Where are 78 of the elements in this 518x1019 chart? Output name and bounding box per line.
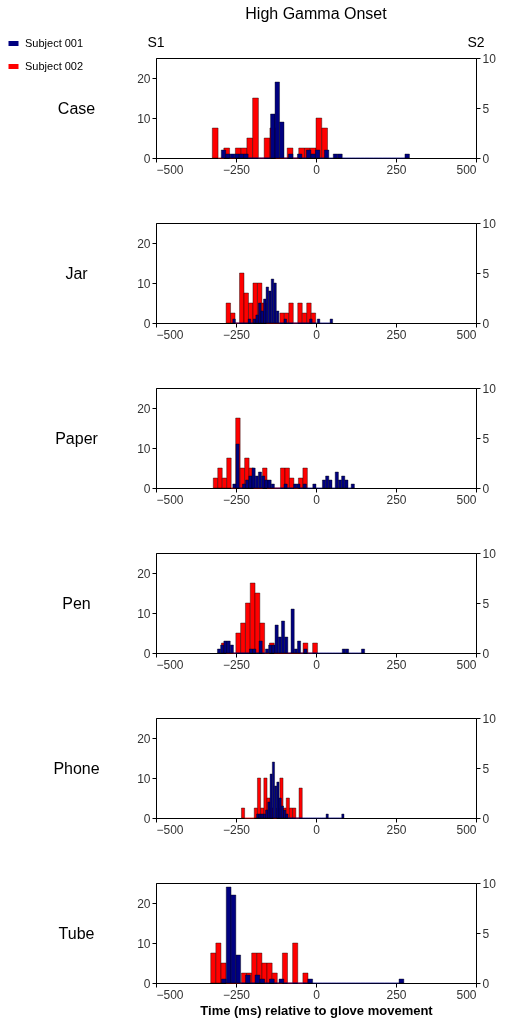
legend-label: Subject 002 — [25, 59, 84, 72]
x-tick-label: −250 — [222, 987, 251, 1002]
x-tick-label: 500 — [456, 327, 477, 342]
y2-tick-label: 5 — [482, 596, 490, 611]
x-tick-label: −500 — [156, 657, 184, 672]
y-axis-title: Case — [57, 99, 96, 117]
x-tick-label: −500 — [156, 987, 184, 1002]
text: S2 — [467, 34, 485, 50]
y2-tick-label: 5 — [482, 101, 490, 116]
y-tick-label: 10 — [137, 771, 151, 786]
y2-tick-label: 10 — [482, 51, 497, 66]
y-tick-label: 0 — [143, 151, 151, 166]
y-tick-label: 10 — [137, 276, 151, 291]
x-tick-label: −250 — [222, 822, 251, 837]
x-tick-label: 250 — [386, 327, 407, 342]
x-tick-label: −500 — [156, 492, 184, 507]
legend-label: Subject 001 — [25, 36, 84, 49]
x-tick-label: −250 — [222, 492, 251, 507]
y-axis-title: Paper — [55, 429, 99, 447]
x-tick-label: 500 — [456, 162, 477, 177]
y2-tick-label: 10 — [482, 216, 497, 231]
x-tick-label: 500 — [456, 492, 477, 507]
y2-tick-label: 10 — [482, 876, 497, 891]
x-tick-label: 0 — [313, 657, 321, 672]
x-tick-label: −250 — [222, 657, 251, 672]
y-axis-title: Jar — [65, 264, 89, 282]
y2-tick-label: 0 — [482, 976, 490, 991]
y2-tick-label: 0 — [482, 316, 490, 331]
y-tick-label: 10 — [137, 111, 151, 126]
y-tick-label: 10 — [137, 936, 151, 951]
y-tick-label: 20 — [137, 401, 151, 416]
x-tick-label: 250 — [386, 657, 407, 672]
y2-tick-label: 5 — [482, 266, 490, 281]
y2-tick-label: 5 — [482, 761, 490, 776]
y-tick-label: 20 — [137, 731, 151, 746]
x-tick-label: −500 — [156, 327, 184, 342]
y-tick-label: 0 — [143, 811, 151, 826]
y-axis-title: Pen — [62, 594, 91, 612]
y-tick-label: 20 — [137, 236, 151, 251]
x-tick-label: 500 — [456, 987, 477, 1002]
y-axis-title: Phone — [53, 759, 100, 777]
chart-title: High Gamma Onset — [245, 5, 388, 22]
x-tick-label: 0 — [313, 162, 321, 177]
x-tick-label: −500 — [156, 162, 184, 177]
x-tick-label: −250 — [222, 162, 251, 177]
y2-tick-label: 10 — [482, 711, 497, 726]
x-tick-label: −250 — [222, 327, 251, 342]
x-tick-label: 500 — [456, 657, 477, 672]
y-tick-label: 20 — [137, 71, 151, 86]
y-tick-label: 10 — [137, 606, 151, 621]
y-axis-title: Tube — [58, 924, 95, 942]
y2-tick-label: 10 — [482, 381, 497, 396]
x-axis-title: Time (ms) relative to glove movement — [200, 1002, 434, 1018]
x-tick-label: 250 — [386, 987, 407, 1002]
x-tick-label: 0 — [313, 492, 321, 507]
x-tick-label: 0 — [313, 822, 321, 837]
y-tick-label: 0 — [143, 316, 151, 331]
y-tick-label: 20 — [137, 566, 151, 581]
y-tick-label: 20 — [137, 896, 151, 911]
x-tick-label: 0 — [313, 327, 321, 342]
y2-tick-label: 5 — [482, 926, 490, 941]
y2-tick-label: 0 — [482, 811, 490, 826]
y-tick-label: 0 — [143, 646, 151, 661]
x-tick-label: 0 — [313, 987, 321, 1002]
y-tick-label: 10 — [137, 441, 151, 456]
y2-tick-label: 0 — [482, 646, 490, 661]
x-tick-label: 500 — [456, 822, 477, 837]
y2-tick-label: 10 — [482, 546, 497, 561]
x-tick-label: 250 — [386, 822, 407, 837]
y2-tick-label: 0 — [482, 481, 490, 496]
y2-tick-label: 0 — [482, 151, 490, 166]
text: S1 — [147, 34, 165, 50]
y-tick-label: 0 — [143, 481, 151, 496]
x-tick-label: 250 — [386, 492, 407, 507]
y-tick-label: 0 — [143, 976, 151, 991]
x-tick-label: −500 — [156, 822, 184, 837]
y2-tick-label: 5 — [482, 431, 490, 446]
x-tick-label: 250 — [386, 162, 407, 177]
